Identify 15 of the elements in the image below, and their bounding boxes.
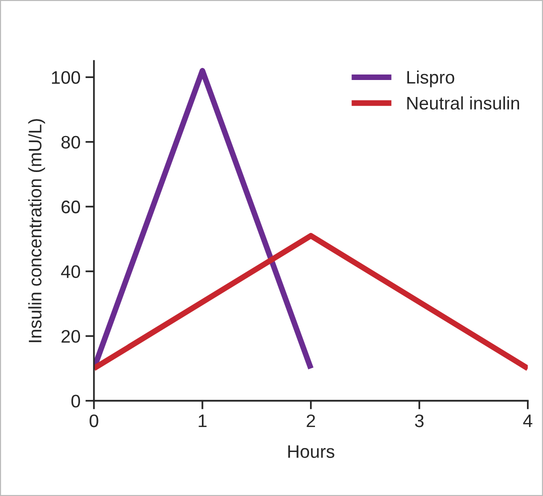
x-tick-label: 1 <box>198 414 207 428</box>
y-axis-title: Insulin concentration (mU/L) <box>28 119 46 342</box>
y-tick-label: 100 <box>52 71 80 84</box>
x-tick-label: 3 <box>415 414 424 428</box>
legend-label: Lispro <box>407 70 454 88</box>
y-tick-label: 0 <box>71 394 80 408</box>
y-tick-label: 40 <box>61 265 80 278</box>
x-tick-label: 2 <box>306 414 315 428</box>
x-axis-title: Hours <box>288 445 334 458</box>
legend-label: Neutral insulin <box>407 96 520 110</box>
y-tick-label: 60 <box>62 200 80 214</box>
y-tick-label: 80 <box>61 136 80 149</box>
x-tick-label: 4 <box>523 414 532 428</box>
y-tick-label: 20 <box>62 330 80 343</box>
x-tick-label: 0 <box>90 414 98 428</box>
